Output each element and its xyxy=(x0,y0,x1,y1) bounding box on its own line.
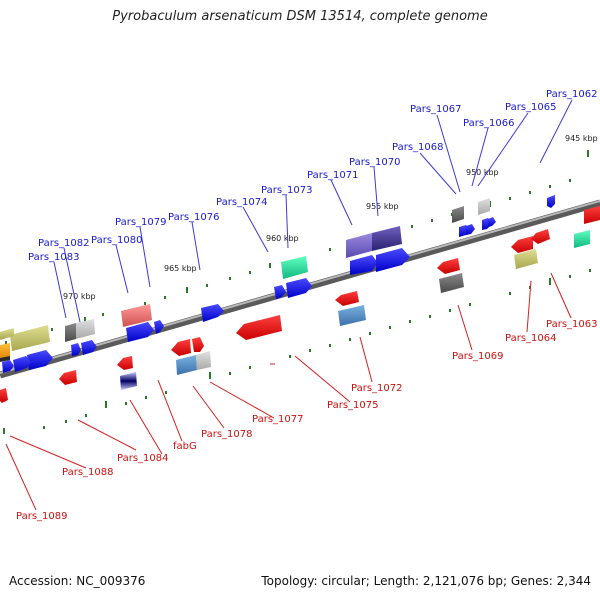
gene-label: Pars_1089 xyxy=(16,511,67,522)
gene-label: Pars_1062 xyxy=(546,89,597,100)
gene-label: Pars_1079 xyxy=(115,217,166,228)
gene-label: Pars_1080 xyxy=(91,235,142,246)
scale-label: 960 kbp xyxy=(266,234,299,243)
scale-label: 970 kbp xyxy=(63,292,96,301)
reverse-scale-track xyxy=(3,269,591,434)
gene-label: Pars_1077 xyxy=(252,414,303,425)
gene-label: Pars_1073 xyxy=(261,185,312,196)
forward-genes xyxy=(0,195,600,373)
gene-label: Pars_1074 xyxy=(216,197,267,208)
gene-label: Pars_1069 xyxy=(452,351,503,362)
forward-scale-track xyxy=(5,150,589,344)
gene-label: Pars_1070 xyxy=(349,157,400,168)
gene-label: Pars_1066 xyxy=(463,118,514,129)
gene-label: Pars_1076 xyxy=(168,212,219,223)
gene-label: Pars_1078 xyxy=(201,429,252,440)
gene-label: Pars_1084 xyxy=(117,453,168,464)
scale-label: 945 kbp xyxy=(565,134,598,143)
gene-label: Pars_1072 xyxy=(351,383,402,394)
scale-label: 955 kbp xyxy=(366,202,399,211)
forward-leader-lines xyxy=(53,99,573,323)
gene-label: Pars_1065 xyxy=(505,102,556,113)
gene-label: Pars_1067 xyxy=(410,104,461,115)
gene-label: Pars_1071 xyxy=(307,170,358,181)
gene-label: Pars_1088 xyxy=(62,467,113,478)
genome-title: Pyrobaculum arsenaticum DSM 13514, compl… xyxy=(112,9,488,24)
accession-text: Accession: NC_009376 xyxy=(9,574,146,588)
gene-label: Pars_1064 xyxy=(505,333,556,344)
reverse-gene-labels: Pars_1063 Pars_1064 Pars_1069 Pars_1072 … xyxy=(16,319,597,522)
gene-label: Pars_1082 xyxy=(38,238,89,249)
reverse-genes xyxy=(0,229,550,403)
gene-label: Pars_1068 xyxy=(392,142,443,153)
gene-label: Pars_1075 xyxy=(327,400,378,411)
scale-label: 965 kbp xyxy=(164,264,197,273)
gene-label: Pars_1063 xyxy=(546,319,597,330)
scale-label: 950 kbp xyxy=(466,168,499,177)
gene-label: fabG xyxy=(173,441,197,452)
topology-text: Topology: circular; Length: 2,121,076 bp… xyxy=(261,574,591,588)
gene-label: Pars_1083 xyxy=(28,252,79,263)
scale-labels: 945 kbp 950 kbp 955 kbp 960 kbp 965 kbp … xyxy=(63,134,598,301)
reverse-leader-lines xyxy=(5,272,572,511)
forward-gene-labels: Pars_1062 Pars_1065 Pars_1066 Pars_1067 … xyxy=(28,89,597,263)
